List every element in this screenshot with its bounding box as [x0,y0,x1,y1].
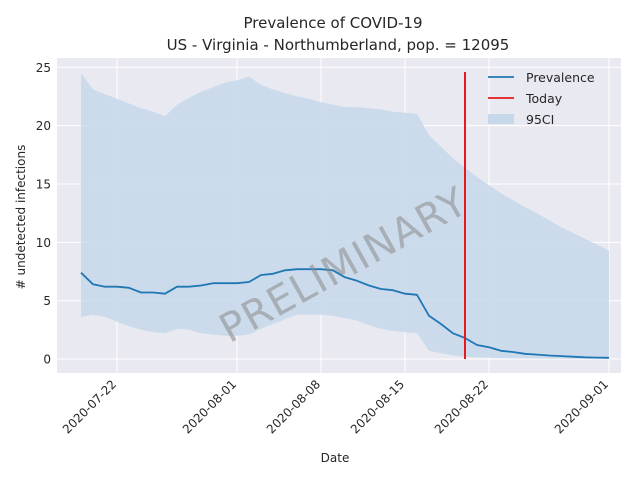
legend-swatch-95ci [488,114,514,124]
chart-subtitle: US - Virginia - Northumberland, pop. = 1… [167,36,510,54]
x-axis-label: Date [321,451,350,465]
y-tick-label: 20 [36,119,51,133]
prevalence-line [80,268,610,359]
y-tick-label: 25 [36,61,51,75]
ci-band-layer [81,73,609,359]
legend: Prevalence Today 95CI [488,70,595,127]
chart-title: Prevalence of COVID-19 [243,14,422,32]
legend-label-prevalence: Prevalence [526,70,595,85]
legend-label-today: Today [525,91,563,106]
y-tick-label: 10 [36,236,51,250]
ci-band [81,73,609,359]
y-axis-label: # undetected infections [14,145,28,290]
y-tick-label: 5 [43,294,51,308]
y-tick-label: 0 [43,353,51,367]
legend-label-95ci: 95CI [526,112,554,127]
y-tick-label: 15 [36,178,51,192]
series-layer [80,72,610,359]
